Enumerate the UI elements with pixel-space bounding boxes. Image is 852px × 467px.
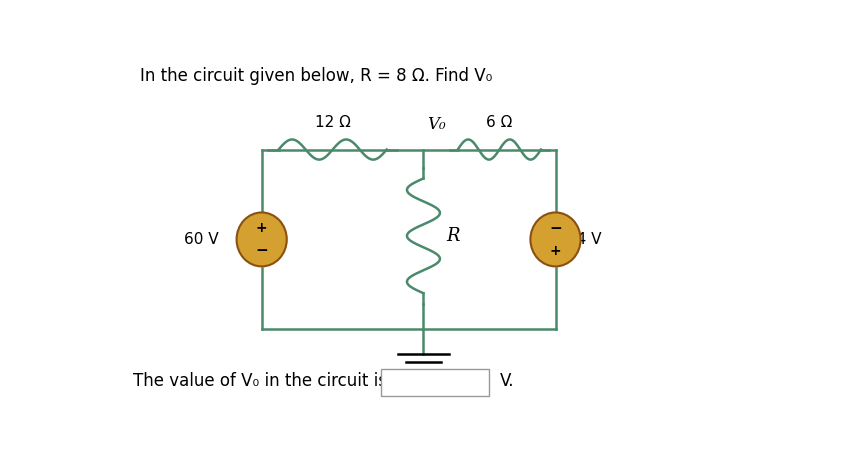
Text: +: +: [550, 244, 561, 258]
Text: R: R: [446, 227, 460, 245]
Ellipse shape: [237, 212, 287, 266]
Text: 12 Ω: 12 Ω: [314, 115, 350, 130]
Text: +: +: [256, 221, 268, 235]
FancyBboxPatch shape: [381, 369, 489, 396]
Text: V₀: V₀: [427, 116, 446, 134]
Text: The value of V₀ in the circuit is: The value of V₀ in the circuit is: [133, 373, 387, 390]
Text: 24 V: 24 V: [567, 232, 602, 247]
Text: 6 Ω: 6 Ω: [486, 115, 513, 130]
Text: −: −: [550, 220, 561, 236]
Text: 60 V: 60 V: [184, 232, 219, 247]
Ellipse shape: [531, 212, 580, 266]
Text: In the circuit given below, R = 8 Ω. Find V₀: In the circuit given below, R = 8 Ω. Fin…: [140, 67, 492, 85]
Text: V.: V.: [499, 373, 514, 390]
Text: −: −: [256, 243, 268, 258]
